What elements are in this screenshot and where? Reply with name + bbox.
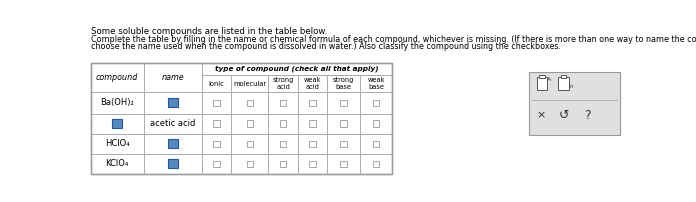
Bar	[310, 141, 315, 147]
Bar	[280, 120, 286, 127]
Bar	[269, 114, 298, 134]
Bar	[298, 92, 327, 114]
Bar	[537, 77, 547, 90]
Bar	[202, 114, 231, 134]
Bar	[91, 114, 143, 134]
Text: ↺: ↺	[559, 109, 569, 122]
Bar	[298, 134, 327, 154]
Bar	[231, 154, 269, 174]
Bar	[269, 75, 298, 92]
Bar	[202, 134, 231, 154]
Text: weak
acid: weak acid	[303, 77, 322, 90]
Bar	[202, 154, 231, 174]
Bar	[231, 92, 269, 114]
Bar	[246, 141, 253, 147]
Bar	[231, 114, 269, 134]
Bar	[360, 75, 393, 92]
Bar	[327, 154, 360, 174]
Text: choose the name used when the compound is dissolved in water.) Also classify the: choose the name used when the compound i…	[91, 42, 561, 51]
Bar	[214, 141, 219, 147]
Text: strong
acid: strong acid	[272, 77, 294, 90]
Text: HClO₄: HClO₄	[105, 139, 129, 148]
Bar	[558, 77, 569, 90]
Bar	[246, 161, 253, 167]
Bar	[269, 134, 298, 154]
Text: acetic acid: acetic acid	[150, 119, 196, 128]
Text: Ba(OH)₂: Ba(OH)₂	[100, 98, 134, 107]
Bar	[340, 100, 347, 106]
Text: ×: ×	[537, 110, 546, 120]
Bar	[360, 154, 393, 174]
Bar	[143, 134, 202, 154]
Bar	[143, 154, 202, 174]
Bar	[340, 161, 347, 167]
Text: strong
base: strong base	[333, 77, 354, 90]
Text: KClO₄: KClO₄	[106, 159, 129, 168]
Text: A: A	[547, 77, 552, 82]
Bar	[91, 63, 393, 174]
Bar	[340, 141, 347, 147]
Bar	[214, 120, 219, 127]
Bar	[561, 75, 567, 78]
Text: molecular: molecular	[233, 81, 267, 86]
Bar	[373, 161, 379, 167]
Bar	[143, 63, 202, 92]
Bar	[340, 120, 347, 127]
Bar	[360, 92, 393, 114]
Bar	[269, 92, 298, 114]
Bar	[310, 120, 315, 127]
Bar	[91, 92, 143, 114]
Bar	[214, 161, 219, 167]
Bar	[143, 114, 202, 134]
Bar	[231, 134, 269, 154]
Bar	[246, 120, 253, 127]
Bar	[280, 100, 286, 106]
Bar	[91, 63, 143, 92]
Bar	[327, 134, 360, 154]
Bar	[310, 161, 315, 167]
Bar	[168, 139, 177, 148]
Bar	[202, 63, 393, 75]
Bar	[360, 134, 393, 154]
Bar	[539, 75, 545, 78]
Bar	[202, 92, 231, 114]
Bar	[327, 75, 360, 92]
Text: type of compound (check all that apply): type of compound (check all that apply)	[215, 66, 379, 72]
Bar	[168, 98, 177, 107]
Bar	[373, 100, 379, 106]
Text: ?: ?	[585, 109, 591, 122]
Bar	[298, 75, 327, 92]
Bar	[231, 75, 269, 92]
Bar	[360, 114, 393, 134]
Bar	[269, 154, 298, 174]
Bar	[529, 72, 620, 135]
Text: weak
base: weak base	[367, 77, 385, 90]
Bar	[91, 134, 143, 154]
Bar	[327, 114, 360, 134]
Bar	[143, 92, 202, 114]
Bar	[298, 114, 327, 134]
Bar	[168, 159, 177, 168]
Bar	[202, 75, 231, 92]
Bar	[310, 100, 315, 106]
Bar	[280, 141, 286, 147]
Bar	[112, 119, 122, 128]
Bar	[91, 154, 143, 174]
Text: n: n	[569, 84, 573, 89]
Text: name: name	[161, 73, 184, 82]
Bar	[298, 154, 327, 174]
Text: ionic: ionic	[209, 81, 224, 86]
Bar	[214, 100, 219, 106]
Bar	[327, 92, 360, 114]
Text: Complete the table by filling in the name or chemical formula of each compound, : Complete the table by filling in the nam…	[91, 35, 696, 44]
Bar	[373, 141, 379, 147]
Text: Some soluble compounds are listed in the table below.: Some soluble compounds are listed in the…	[91, 26, 327, 36]
Bar	[280, 161, 286, 167]
Bar	[246, 100, 253, 106]
Bar	[373, 120, 379, 127]
Text: compound: compound	[96, 73, 139, 82]
